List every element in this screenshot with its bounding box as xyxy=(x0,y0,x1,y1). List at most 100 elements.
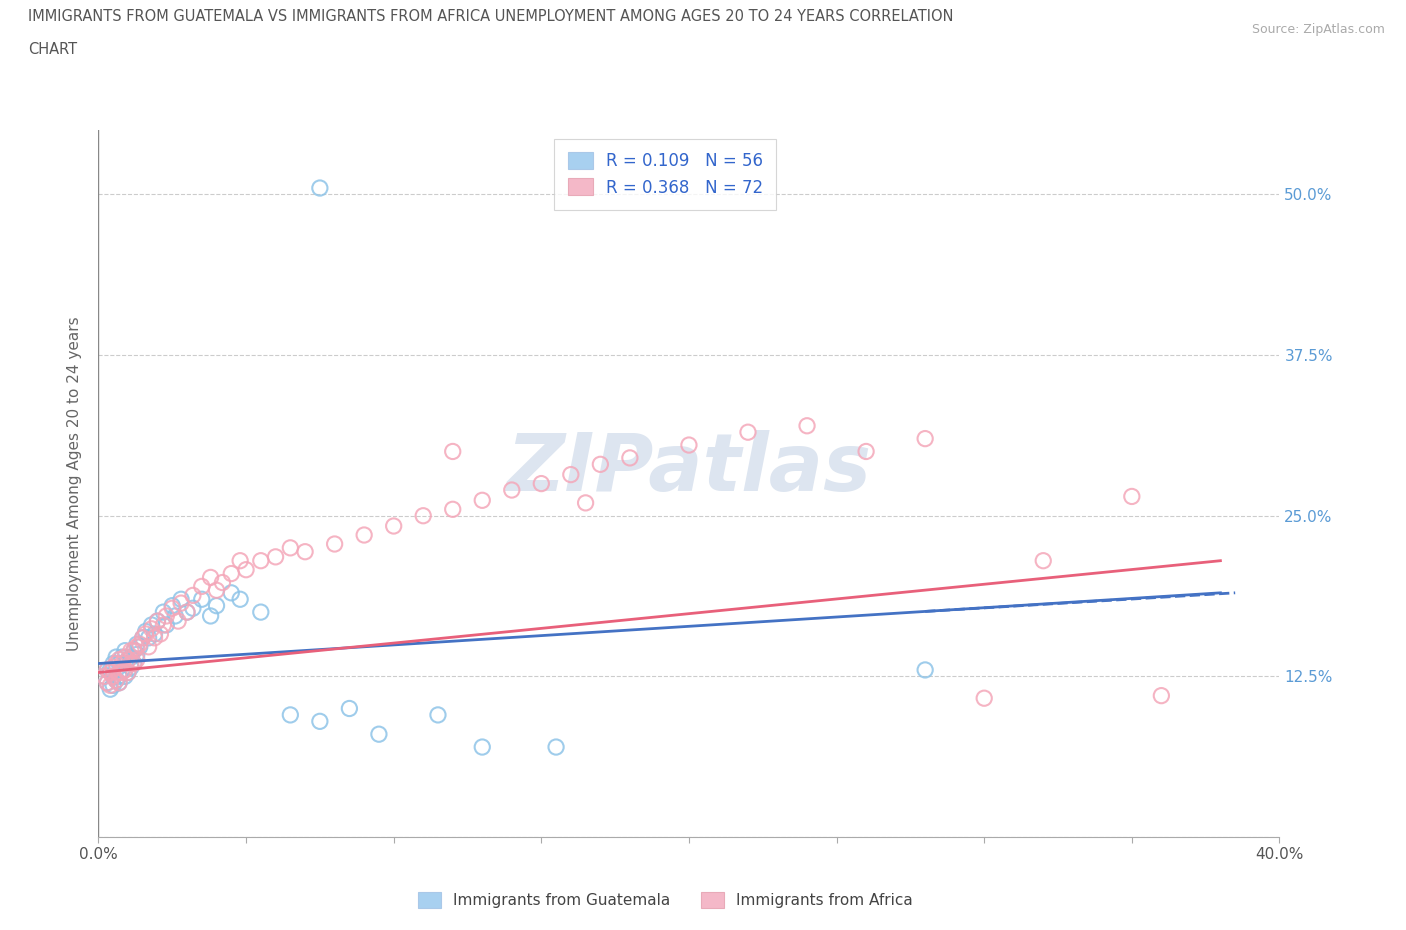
Point xyxy=(143,627,166,642)
Point xyxy=(132,631,155,645)
Point xyxy=(143,631,166,645)
Point xyxy=(191,579,214,594)
Point xyxy=(155,618,177,632)
Point xyxy=(96,675,118,690)
Point xyxy=(114,650,136,665)
Point xyxy=(181,588,204,603)
Point xyxy=(98,678,121,693)
Y-axis label: Unemployment Among Ages 20 to 24 years: Unemployment Among Ages 20 to 24 years xyxy=(67,316,83,651)
Point xyxy=(250,604,273,619)
Point xyxy=(93,669,115,684)
Text: CHART: CHART xyxy=(28,42,77,57)
Point xyxy=(162,598,183,613)
Point xyxy=(105,672,128,687)
Point xyxy=(125,639,148,654)
Point xyxy=(162,601,183,616)
Point xyxy=(105,672,128,687)
Point xyxy=(737,425,759,440)
Point xyxy=(353,527,375,542)
Point xyxy=(278,540,302,555)
Point xyxy=(105,650,128,665)
Point xyxy=(471,493,494,508)
Point xyxy=(339,701,360,716)
Point xyxy=(120,656,142,671)
Point xyxy=(111,662,134,677)
Point xyxy=(135,624,157,639)
Point xyxy=(368,726,391,741)
Point xyxy=(152,604,174,619)
Point xyxy=(122,656,145,671)
Point xyxy=(135,627,157,642)
Point xyxy=(278,708,302,723)
Point xyxy=(441,444,464,458)
Point xyxy=(117,665,139,680)
Point xyxy=(146,614,169,629)
Point xyxy=(546,739,568,754)
Point xyxy=(114,662,136,677)
Point xyxy=(98,665,121,680)
Point xyxy=(176,604,198,619)
Point xyxy=(1032,553,1054,568)
Point xyxy=(264,550,287,565)
Point xyxy=(574,496,596,511)
Point xyxy=(117,652,139,667)
Point xyxy=(619,450,641,465)
Point xyxy=(117,665,139,680)
Point xyxy=(114,656,136,671)
Point xyxy=(125,637,148,652)
Point xyxy=(138,639,160,654)
Point xyxy=(93,669,115,684)
Point xyxy=(152,618,174,632)
Point xyxy=(108,656,131,671)
Point xyxy=(294,544,316,559)
Point xyxy=(103,669,125,684)
Point xyxy=(114,669,136,684)
Point xyxy=(973,691,995,706)
Point xyxy=(165,608,187,623)
Point xyxy=(122,656,145,671)
Point xyxy=(108,675,131,690)
Point xyxy=(141,621,163,636)
Point xyxy=(441,502,464,517)
Point xyxy=(176,604,198,619)
Point xyxy=(138,631,160,645)
Point xyxy=(105,662,128,677)
Point xyxy=(229,553,252,568)
Point xyxy=(108,652,131,667)
Point xyxy=(219,585,242,600)
Legend: Immigrants from Guatemala, Immigrants from Africa: Immigrants from Guatemala, Immigrants fr… xyxy=(412,886,920,914)
Text: Source: ZipAtlas.com: Source: ZipAtlas.com xyxy=(1251,23,1385,36)
Point xyxy=(120,650,142,665)
Point xyxy=(111,656,134,671)
Point xyxy=(382,519,405,534)
Point xyxy=(855,444,877,458)
Point xyxy=(108,675,131,690)
Point xyxy=(1121,489,1143,504)
Point xyxy=(412,509,434,524)
Point xyxy=(108,665,131,680)
Point xyxy=(560,467,582,482)
Point xyxy=(530,476,553,491)
Point xyxy=(128,637,150,652)
Point xyxy=(114,644,136,658)
Point xyxy=(309,714,332,729)
Point xyxy=(98,682,121,697)
Point xyxy=(219,566,242,581)
Point xyxy=(167,614,190,629)
Point xyxy=(235,563,257,578)
Point xyxy=(200,608,222,623)
Point xyxy=(125,647,148,662)
Point xyxy=(678,438,700,453)
Point xyxy=(128,639,150,654)
Point xyxy=(501,483,523,498)
Point xyxy=(96,662,118,677)
Point xyxy=(103,656,125,671)
Point xyxy=(181,601,204,616)
Point xyxy=(796,418,818,433)
Point xyxy=(96,675,118,690)
Point xyxy=(122,644,145,658)
Point xyxy=(309,180,332,195)
Point xyxy=(205,583,228,598)
Point xyxy=(170,591,193,606)
Point xyxy=(120,644,142,658)
